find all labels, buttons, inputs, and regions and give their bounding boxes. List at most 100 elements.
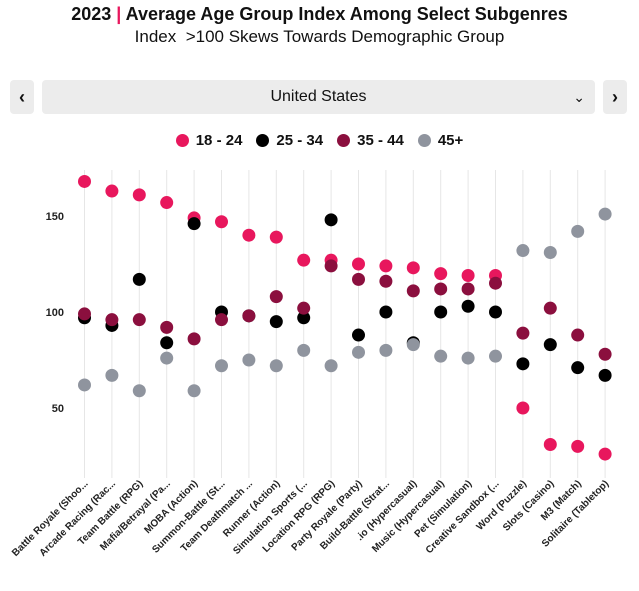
data-point xyxy=(105,368,119,382)
legend-label: 35 - 44 xyxy=(357,132,404,149)
data-point xyxy=(105,184,119,198)
y-tick-label: 100 xyxy=(46,307,64,319)
legend-marker xyxy=(417,134,431,147)
data-point xyxy=(297,253,311,267)
data-point xyxy=(242,353,256,367)
chevron-down-icon: ⌄ xyxy=(573,89,585,105)
data-point xyxy=(516,326,530,340)
data-point xyxy=(571,328,585,342)
legend-item[interactable]: 45+ xyxy=(417,132,464,149)
country-dropdown[interactable]: United States ⌄ xyxy=(42,80,595,114)
data-point xyxy=(571,224,585,238)
data-point xyxy=(434,305,448,319)
data-point xyxy=(406,338,420,352)
data-point xyxy=(598,447,612,461)
chevron-right-icon: › xyxy=(612,86,618,107)
data-point xyxy=(242,228,256,242)
data-point xyxy=(571,439,585,453)
data-point xyxy=(269,230,283,244)
data-point xyxy=(352,328,365,342)
data-point xyxy=(269,315,283,329)
data-point xyxy=(543,245,557,259)
data-point xyxy=(379,259,393,273)
legend-label: 25 - 34 xyxy=(276,132,324,149)
data-point xyxy=(379,305,393,319)
data-point xyxy=(516,244,530,258)
data-point xyxy=(379,343,393,357)
chart-legend: 18 - 24 25 - 34 35 - 44 45+ xyxy=(0,132,639,149)
data-point xyxy=(187,384,201,398)
y-tick-label: 50 xyxy=(52,403,64,415)
data-point xyxy=(461,269,475,283)
data-point xyxy=(598,207,612,221)
data-point xyxy=(379,274,393,288)
data-point xyxy=(160,336,174,350)
data-point xyxy=(516,401,530,415)
data-point xyxy=(78,378,91,392)
data-point xyxy=(489,305,502,319)
legend-marker xyxy=(175,134,189,147)
data-point xyxy=(269,290,283,304)
data-point xyxy=(297,311,311,325)
data-point xyxy=(516,357,530,371)
data-point xyxy=(489,276,502,290)
title-separator: | xyxy=(111,4,126,24)
legend-item[interactable]: 35 - 44 xyxy=(337,132,404,149)
data-point xyxy=(489,349,502,363)
data-point xyxy=(215,215,228,229)
data-point xyxy=(215,313,228,327)
data-point xyxy=(461,282,475,296)
data-point xyxy=(187,332,201,346)
data-point xyxy=(78,174,91,188)
data-point xyxy=(461,351,475,365)
data-point xyxy=(324,259,338,273)
data-point xyxy=(598,347,612,361)
legend-item[interactable]: 18 - 24 xyxy=(175,132,243,149)
data-point xyxy=(598,368,612,382)
data-point xyxy=(105,313,119,327)
data-point xyxy=(352,272,365,286)
data-point xyxy=(571,361,585,375)
y-tick-label: 150 xyxy=(46,211,64,223)
data-point xyxy=(543,437,557,451)
data-point xyxy=(406,284,420,298)
data-point xyxy=(160,320,174,334)
data-point xyxy=(78,307,91,321)
legend-marker xyxy=(256,134,270,147)
data-point xyxy=(406,261,420,275)
chart-subtitle: Index >100 Skews Towards Demographic Gro… xyxy=(134,27,505,46)
data-point xyxy=(132,272,146,286)
data-point xyxy=(434,349,448,363)
next-button[interactable]: › xyxy=(603,80,627,114)
legend-label: 18 - 24 xyxy=(195,132,243,149)
data-point xyxy=(352,257,365,271)
legend-label: 45+ xyxy=(437,132,464,149)
legend-item[interactable]: 25 - 34 xyxy=(256,132,323,149)
data-point xyxy=(543,301,557,315)
title-year: 2023 xyxy=(71,4,112,24)
data-point xyxy=(297,343,311,357)
data-point xyxy=(187,217,201,231)
data-point xyxy=(352,345,365,359)
legend-marker xyxy=(337,134,351,147)
country-dropdown-value: United States xyxy=(270,88,367,105)
data-point xyxy=(324,359,338,373)
title-text: Average Age Group Index Among Select Sub… xyxy=(125,4,568,24)
data-point xyxy=(461,299,475,313)
data-point xyxy=(324,213,338,227)
chevron-left-icon: ‹ xyxy=(19,86,25,107)
data-point xyxy=(543,338,557,352)
data-point xyxy=(132,188,146,202)
data-point xyxy=(434,282,448,296)
data-point xyxy=(242,309,256,323)
data-point xyxy=(269,359,283,373)
data-point xyxy=(215,359,228,373)
data-point xyxy=(434,267,448,281)
data-point xyxy=(297,301,311,315)
chart-title: 2023 | Average Age Group Index Among Sel… xyxy=(0,4,639,25)
data-point xyxy=(160,351,174,365)
data-point xyxy=(132,313,146,327)
previous-button[interactable]: ‹ xyxy=(10,80,34,114)
data-point xyxy=(160,196,174,210)
